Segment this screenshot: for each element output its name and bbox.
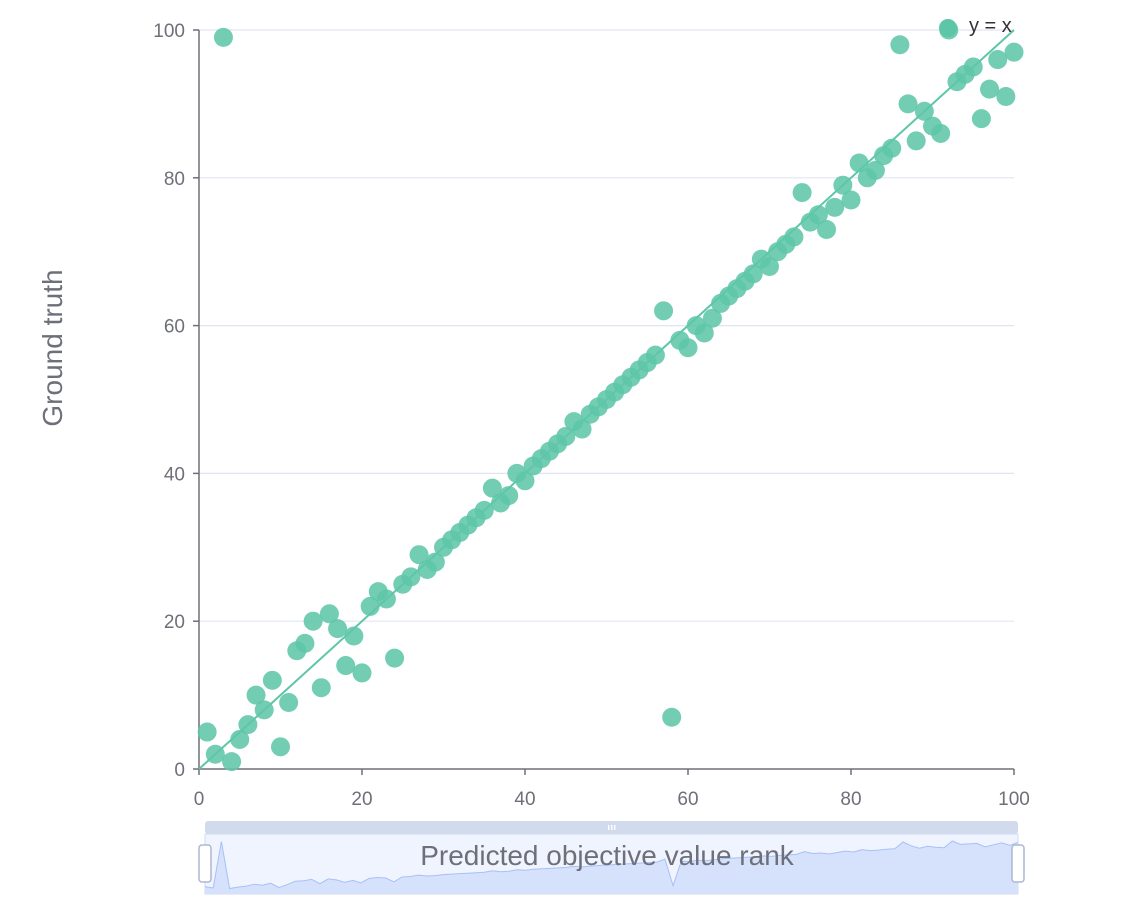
y-axis-title: Ground truth xyxy=(37,269,68,426)
data-point[interactable] xyxy=(352,663,372,683)
data-point[interactable] xyxy=(825,197,845,217)
data-point[interactable] xyxy=(988,50,1008,70)
data-point[interactable] xyxy=(645,345,665,365)
data-point[interactable] xyxy=(246,685,266,705)
data-point[interactable] xyxy=(303,611,323,631)
data-points[interactable] xyxy=(197,20,1024,772)
data-point[interactable] xyxy=(760,256,779,276)
data-point[interactable] xyxy=(425,552,445,572)
data-point[interactable] xyxy=(279,692,299,712)
tick-labels: 0 20 40 60 80 100 0 20 40 60 80 100 xyxy=(153,21,1030,810)
x-tick-label-60: 60 xyxy=(677,789,698,810)
data-point[interactable] xyxy=(784,227,804,247)
data-point[interactable] xyxy=(654,301,674,321)
legend-marker xyxy=(939,19,957,37)
data-point[interactable] xyxy=(271,737,290,757)
data-point[interactable] xyxy=(262,670,282,690)
data-point[interactable] xyxy=(230,729,250,749)
data-point[interactable] xyxy=(678,338,698,358)
data-point[interactable] xyxy=(882,138,902,158)
data-point[interactable] xyxy=(409,545,429,565)
data-point[interactable] xyxy=(963,57,983,77)
data-point[interactable] xyxy=(662,707,682,727)
data-point[interactable] xyxy=(401,567,421,587)
x-tick-label-0: 0 xyxy=(194,789,205,810)
data-point[interactable] xyxy=(238,715,258,735)
data-point[interactable] xyxy=(556,426,576,446)
x-tick-label-20: 20 xyxy=(351,789,372,810)
data-point[interactable] xyxy=(914,101,934,121)
data-point[interactable] xyxy=(743,264,763,284)
data-zoom-left-handle[interactable] xyxy=(198,844,212,883)
data-point[interactable] xyxy=(792,183,812,203)
x-axis-title: Predicted objective value rank xyxy=(420,840,795,871)
data-point[interactable] xyxy=(694,323,714,343)
data-zoom-preview-area xyxy=(205,841,1018,894)
data-point[interactable] xyxy=(515,471,535,491)
y-tick-label-80: 80 xyxy=(164,169,185,190)
x-tick-label-100: 100 xyxy=(998,789,1030,810)
data-point[interactable] xyxy=(197,722,217,742)
data-point[interactable] xyxy=(482,478,502,498)
data-point[interactable] xyxy=(898,94,918,114)
data-point[interactable] xyxy=(376,589,396,609)
data-point[interactable] xyxy=(808,205,828,225)
axes xyxy=(193,29,1015,775)
data-point[interactable] xyxy=(213,27,233,47)
data-point[interactable] xyxy=(906,131,926,151)
grid-lines xyxy=(199,29,1014,622)
data-zoom-right-handle[interactable] xyxy=(1011,844,1025,883)
data-point[interactable] xyxy=(971,109,991,129)
y-tick-label-40: 40 xyxy=(164,464,185,485)
data-zoom-preview-line xyxy=(204,840,1019,890)
data-point[interactable] xyxy=(931,123,951,143)
data-point[interactable] xyxy=(980,79,1000,99)
data-point[interactable] xyxy=(336,656,356,676)
data-point[interactable] xyxy=(222,752,242,772)
data-zoom-slider[interactable] xyxy=(198,821,1025,895)
data-zoom-move-grip-icon xyxy=(608,825,616,830)
data-point[interactable] xyxy=(385,648,405,668)
data-point[interactable] xyxy=(344,626,364,646)
legend-label-y-equals-x: y = x xyxy=(969,15,1012,37)
legend[interactable]: y = x xyxy=(939,15,1012,37)
data-point[interactable] xyxy=(572,419,592,439)
data-point[interactable] xyxy=(849,153,869,173)
y-tick-label-20: 20 xyxy=(164,612,185,633)
data-point[interactable] xyxy=(817,220,837,240)
y-tick-label-60: 60 xyxy=(164,317,185,338)
x-tick-label-40: 40 xyxy=(514,789,535,810)
data-point[interactable] xyxy=(319,604,339,624)
y-tick-label-0: 0 xyxy=(174,760,185,781)
y-tick-label-100: 100 xyxy=(153,21,185,42)
data-point[interactable] xyxy=(205,744,225,764)
data-point[interactable] xyxy=(702,308,722,328)
data-zoom-window[interactable] xyxy=(205,834,1018,894)
data-point[interactable] xyxy=(996,87,1016,107)
data-point[interactable] xyxy=(295,633,315,653)
data-point[interactable] xyxy=(841,190,861,210)
data-point[interactable] xyxy=(328,619,348,639)
data-point[interactable] xyxy=(890,35,910,55)
data-point[interactable] xyxy=(474,500,494,520)
data-point[interactable] xyxy=(311,678,331,698)
x-tick-label-80: 80 xyxy=(840,789,861,810)
data-point[interactable] xyxy=(833,175,853,195)
data-point[interactable] xyxy=(865,160,885,180)
data-point[interactable] xyxy=(254,700,274,720)
data-point[interactable] xyxy=(1004,42,1024,62)
data-point[interactable] xyxy=(499,486,519,506)
data-point[interactable] xyxy=(360,596,380,616)
